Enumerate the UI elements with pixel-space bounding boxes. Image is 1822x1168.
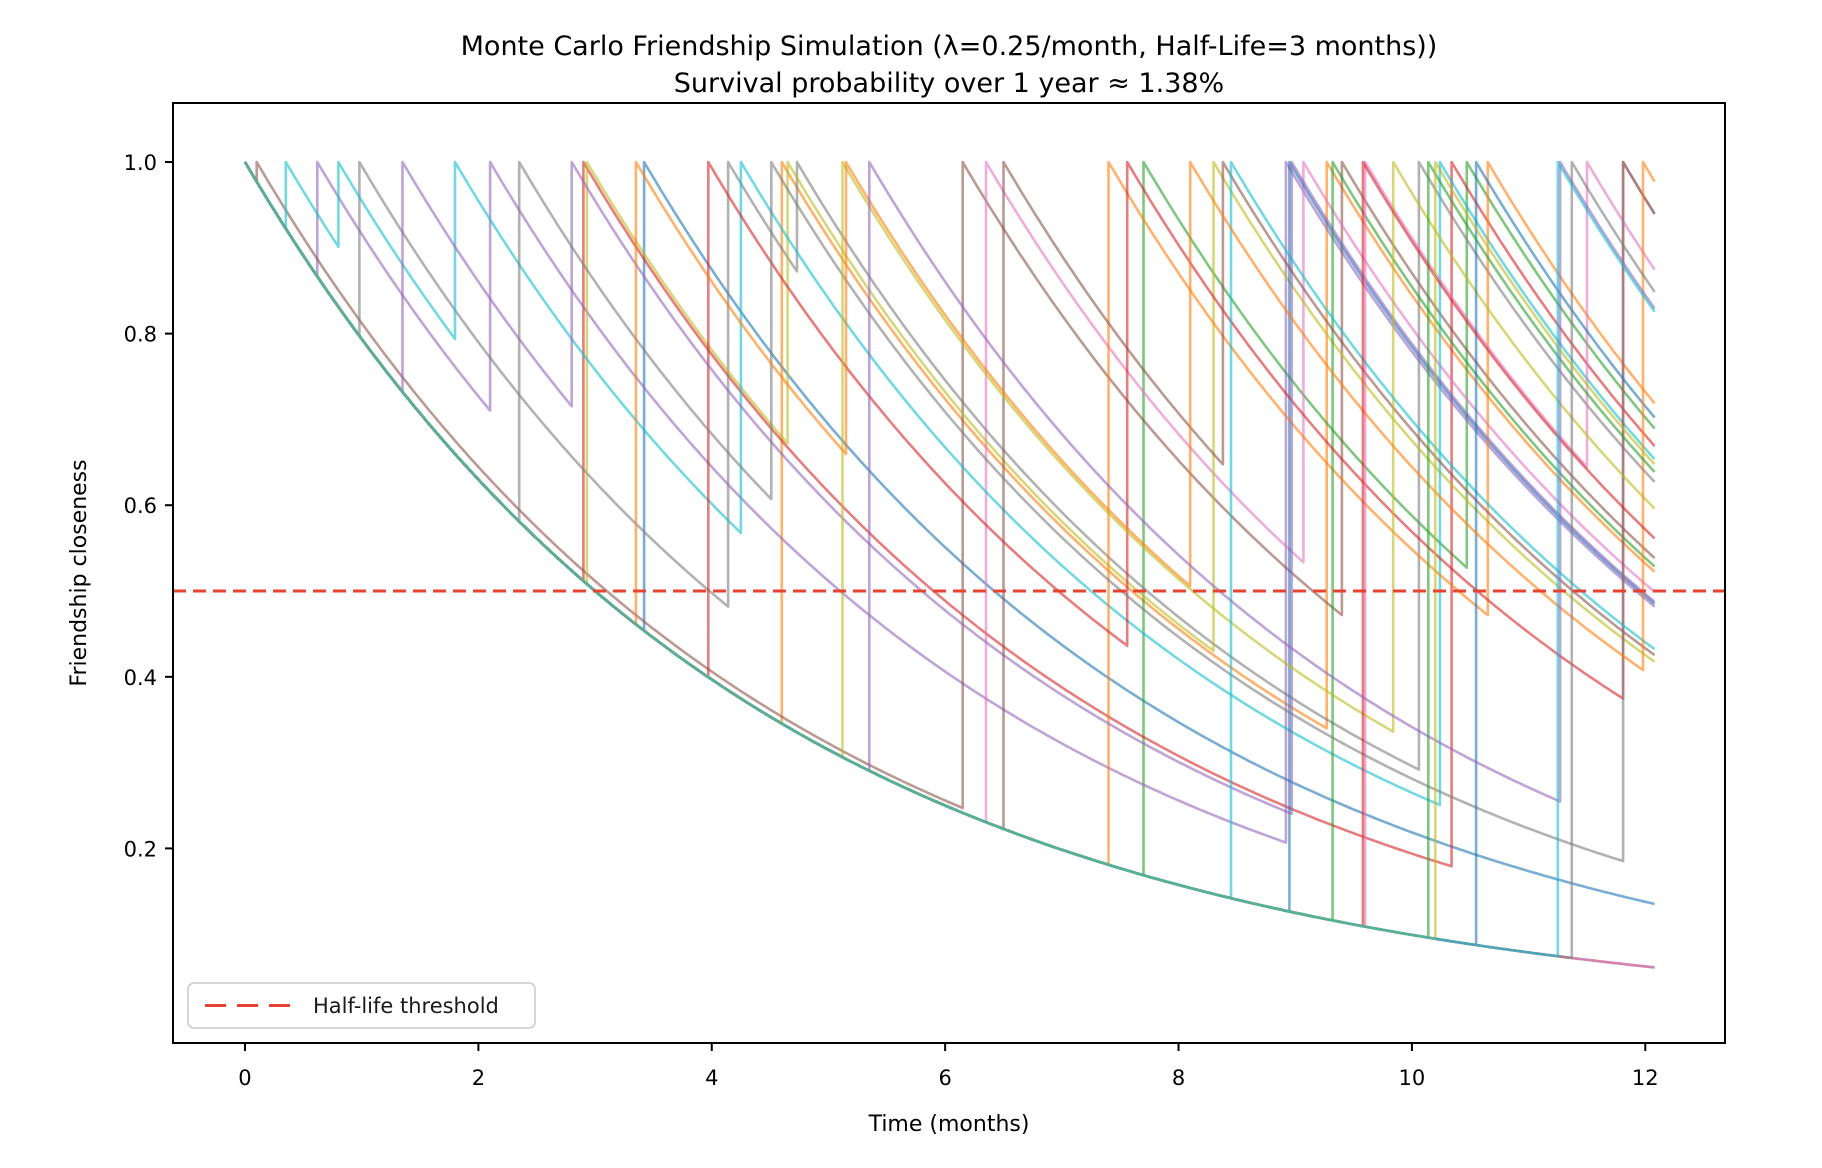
legend: Half-life threshold	[187, 982, 536, 1029]
y-axis: 0.2 0.4 0.6 0.8 1.0	[124, 151, 173, 861]
x-tick-label: 6	[938, 1066, 951, 1090]
x-tick-label: 2	[472, 1066, 485, 1090]
series-line-sim-8	[243, 160, 1656, 771]
series-line-sim-5	[243, 160, 1656, 844]
series-line-sim-6	[243, 160, 1656, 810]
x-tick-label: 10	[1399, 1066, 1426, 1090]
y-tick-label: 0.2	[124, 837, 157, 861]
legend-box	[187, 982, 536, 1029]
x-axis-label: Time (months)	[868, 1112, 1030, 1137]
x-tick-label: 4	[705, 1066, 718, 1090]
x-axis: 0 2 4 6 8 10 12	[238, 1043, 1659, 1090]
series-line-sim-30	[243, 160, 1656, 958]
x-tick-label: 8	[1172, 1066, 1185, 1090]
y-axis-label: Friendship closeness	[67, 459, 92, 686]
plot-area	[173, 103, 1725, 1043]
chart-subtitle: Survival probability over 1 year ≈ 1.38%	[674, 68, 1224, 99]
y-tick-label: 0.8	[124, 323, 157, 347]
series-line-sim-10	[243, 160, 1656, 807]
chart-title: Monte Carlo Friendship Simulation (λ=0.2…	[461, 31, 1438, 62]
y-tick-label: 1.0	[124, 151, 157, 175]
legend-label: Half-life threshold	[313, 994, 499, 1018]
x-tick-label: 12	[1632, 1066, 1659, 1090]
y-tick-label: 0.4	[124, 666, 157, 690]
series-lines	[243, 160, 1656, 969]
plot-border	[172, 102, 1726, 1044]
y-tick-label: 0.6	[124, 494, 157, 518]
series-line-sim-15	[243, 160, 1656, 816]
x-tick-label: 0	[238, 1066, 251, 1090]
